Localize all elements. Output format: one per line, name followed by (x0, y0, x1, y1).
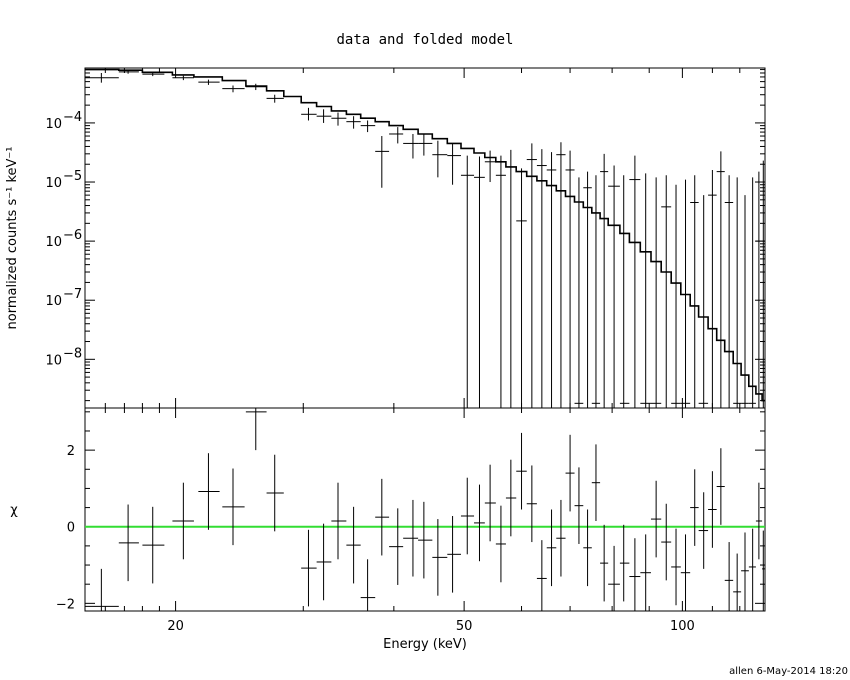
residual-data-series (85, 408, 765, 611)
x-tick-label: 50 (456, 619, 473, 634)
top-model-series (85, 68, 765, 402)
y-tick-exponent: −4 (63, 110, 82, 125)
y-tick-label: 10 (45, 117, 62, 132)
y-tick-label-bottom: 2 (67, 444, 75, 459)
top-panel-frame (84, 67, 766, 409)
y-tick-label: 10 (45, 235, 62, 250)
top-axis-ticks: 10−410−510−610−710−8 (45, 68, 766, 408)
bottom-y-axis-label: χ (10, 503, 18, 518)
y-tick-label: 10 (45, 353, 62, 368)
x-axis-label: Energy (keV) (383, 637, 467, 652)
x-tick-label: 100 (670, 619, 695, 634)
chart-title: data and folded model (336, 32, 513, 48)
footer-timestamp: allen 6-May-2014 18:20 (729, 666, 848, 677)
y-tick-label: 10 (45, 294, 62, 309)
y-tick-label: 10 (45, 176, 62, 191)
model-step-line (85, 68, 765, 402)
top-data-series (85, 70, 765, 408)
y-tick-exponent: −8 (63, 346, 82, 361)
y-tick-exponent: −5 (63, 169, 82, 184)
bottom-panel-frame (84, 407, 766, 612)
y-tick-exponent: −6 (63, 228, 82, 243)
top-y-axis-label: normalized counts s⁻¹ keV⁻¹ (5, 147, 20, 330)
y-tick-label-bottom: 0 (67, 521, 75, 536)
y-tick-label-bottom: −2 (56, 597, 75, 612)
x-tick-label: 20 (167, 619, 184, 634)
y-tick-exponent: −7 (63, 287, 82, 302)
